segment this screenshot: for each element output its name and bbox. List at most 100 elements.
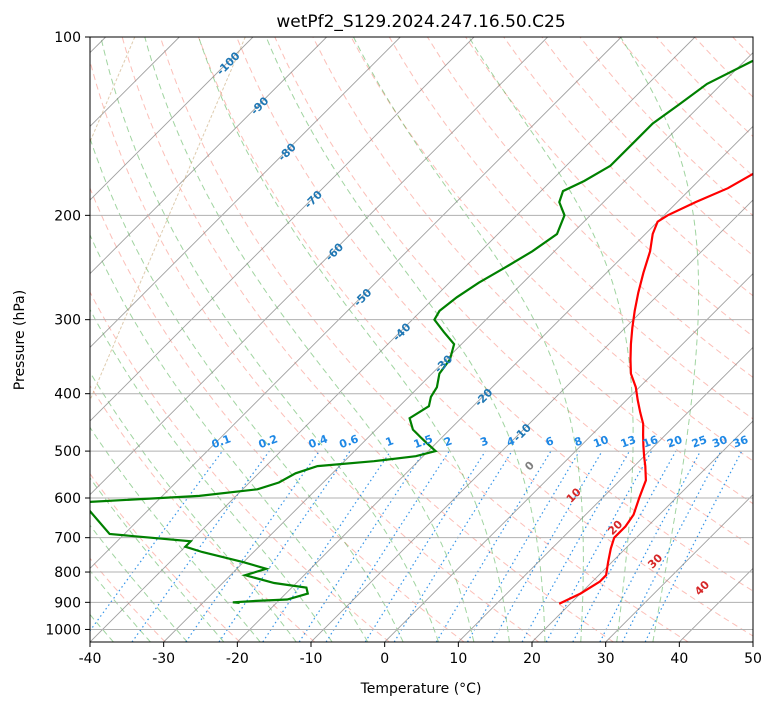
isotherm-line xyxy=(163,52,753,642)
dry-adiabat-line xyxy=(656,37,753,138)
isotherm-line xyxy=(310,199,753,642)
mixing-ratio-line xyxy=(644,450,743,642)
mixing-ratio-label: 25 xyxy=(690,433,709,450)
dry-adiabat-line xyxy=(503,37,753,297)
x-tick-label: 10 xyxy=(449,651,467,667)
mixing-ratio-line xyxy=(185,450,320,642)
mixing-ratio-line xyxy=(262,450,392,642)
mixing-ratio-line xyxy=(621,450,722,642)
moist-adiabat-line xyxy=(90,426,261,642)
moist-adiabat-line xyxy=(90,569,151,642)
x-tick-label: 30 xyxy=(597,651,615,667)
mixing-ratio-label: 2 xyxy=(442,434,454,449)
isotherm-label: 30 xyxy=(645,551,665,571)
isotherm-line xyxy=(384,273,753,642)
x-tick-label: -10 xyxy=(300,651,323,667)
dry-adiabat-line xyxy=(90,291,390,642)
y-tick-label: 800 xyxy=(54,565,81,581)
dry-adiabat-line xyxy=(159,37,689,642)
plot-area: -100-90-80-70-60-50-40-30-20-10010203040… xyxy=(90,37,775,642)
mixing-ratio-label: 10 xyxy=(592,433,611,451)
moist-adiabat-line xyxy=(100,37,439,642)
moist-adiabat-line xyxy=(265,37,546,642)
mixing-ratio-label: 30 xyxy=(710,433,729,451)
isotherm-line xyxy=(90,37,696,642)
isotherm-line xyxy=(90,37,622,569)
mixing-ratio-label: 6 xyxy=(544,434,556,449)
mixing-ratio-label: 16 xyxy=(641,433,660,451)
moist-adiabat-line xyxy=(90,233,369,642)
x-tick-label: 0 xyxy=(380,651,389,667)
chart-title: wetPf2_S129.2024.247.16.50.C25 xyxy=(276,12,565,32)
isotherm-label: 0 xyxy=(522,458,537,473)
isotherm-line xyxy=(90,37,401,348)
mixing-ratio-label: 3 xyxy=(478,434,490,449)
mixing-ratio-line xyxy=(218,450,351,642)
dry-adiabat-line xyxy=(350,37,753,462)
y-tick-label: 100 xyxy=(54,30,81,46)
mixing-ratio-label: 4 xyxy=(505,434,517,449)
x-tick-label: 20 xyxy=(523,651,541,667)
dry-adiabat-line xyxy=(236,37,753,592)
y-axis-label: Pressure (hPa) xyxy=(12,290,28,390)
dry-adiabat-line xyxy=(121,37,614,642)
moist-adiabat-line xyxy=(90,371,297,642)
y-tick-label: 1000 xyxy=(45,622,81,638)
mixing-ratio-line xyxy=(599,450,702,642)
isotherm-line xyxy=(458,346,753,642)
dry-adiabat-line xyxy=(732,37,753,59)
mixing-ratio-label: 0.6 xyxy=(338,432,361,451)
dry-adiabat-line xyxy=(465,37,753,338)
x-tick-label: -40 xyxy=(79,651,102,667)
isotherm-line xyxy=(90,37,475,422)
dewpoint-profile-line xyxy=(90,59,753,604)
moist-adiabat-line xyxy=(90,136,404,642)
y-tick-label: 700 xyxy=(54,531,81,547)
isotherm-label: 20 xyxy=(605,517,625,537)
moist-adiabat-line xyxy=(90,308,333,642)
mixing-ratio-label: 1 xyxy=(384,434,396,449)
isotherm-label: -80 xyxy=(276,140,299,163)
y-tick-label: 200 xyxy=(54,208,81,224)
dry-adiabat-line xyxy=(274,37,753,548)
isotherm-label: -60 xyxy=(323,240,346,263)
moist-adiabat-line xyxy=(144,37,475,642)
dry-adiabat-line xyxy=(90,384,316,642)
x-tick-label: 50 xyxy=(744,651,762,667)
mixing-ratio-label: 0.2 xyxy=(257,432,280,451)
mixing-ratio-line xyxy=(325,450,450,642)
mixing-ratio-line xyxy=(90,450,223,632)
isotherm-line xyxy=(90,37,548,496)
dry-adiabat-line xyxy=(90,472,241,642)
mixing-ratio-line xyxy=(466,450,580,642)
mixing-ratio-label: 1.5 xyxy=(412,432,435,451)
dry-adiabat-line xyxy=(90,186,465,642)
plot-frame xyxy=(89,36,754,643)
y-tick-label: 900 xyxy=(54,595,81,611)
mixing-ratio-label: 0.4 xyxy=(307,432,330,451)
x-axis-label: Temperature (°C) xyxy=(360,681,482,697)
dry-adiabat-line xyxy=(771,37,775,642)
mixing-ratio-line xyxy=(393,450,513,642)
dry-adiabat-line xyxy=(694,37,753,98)
temperature-profile-line xyxy=(558,172,753,605)
mixing-ratio-label: 8 xyxy=(572,434,584,449)
mixing-ratio-label: 13 xyxy=(619,433,638,450)
dry-adiabat-line xyxy=(90,59,540,642)
y-tick-label: 400 xyxy=(54,387,81,403)
dry-adiabat-line xyxy=(312,37,753,505)
isotherm-line xyxy=(752,641,753,642)
x-tick-label: -20 xyxy=(226,651,249,667)
y-tick-label: 600 xyxy=(54,491,81,507)
dry-adiabat-line xyxy=(388,37,753,420)
isotherm-line xyxy=(237,125,753,642)
isotherm-label: -40 xyxy=(390,320,413,343)
isotherm-label: -20 xyxy=(472,386,495,409)
y-tick-label: 300 xyxy=(54,313,81,329)
mixing-ratio-line xyxy=(131,450,270,642)
dry-adiabat-line xyxy=(426,37,753,378)
moist-adiabat-line xyxy=(198,37,510,642)
isotherm-label: -70 xyxy=(302,188,325,211)
mixing-ratio-label: 20 xyxy=(665,433,684,451)
